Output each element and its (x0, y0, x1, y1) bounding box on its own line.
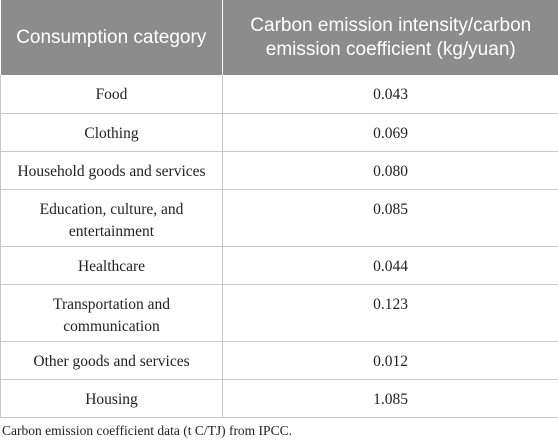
category-cell: Transportation and communication (0, 284, 223, 342)
table-row: Household goods and services 0.080 (0, 151, 558, 190)
header-carbon-emission-intensity: Carbon emission intensity/carbon emissio… (222, 0, 558, 75)
value-cell: 0.012 (222, 341, 558, 380)
data-table-container: Consumption category Carbon emission int… (0, 0, 558, 418)
category-cell: Household goods and services (0, 151, 223, 190)
category-cell: Clothing (0, 113, 223, 152)
value-cell: 0.069 (222, 113, 558, 152)
header-consumption-category: Consumption category (0, 0, 223, 75)
table-row: Other goods and services 0.012 (0, 341, 558, 380)
table-footnote: Carbon emission coefficient data (t C/TJ… (2, 423, 292, 438)
table-header: Consumption category Carbon emission int… (0, 0, 558, 75)
category-cell: Education, culture, and entertainment (0, 189, 223, 247)
value-cell: 0.080 (222, 151, 558, 190)
table-row: Transportation and communication 0.123 (0, 284, 558, 342)
table-row: Education, culture, and entertainment 0.… (0, 189, 558, 247)
table-body: Food 0.043 Clothing 0.069 Household good… (0, 75, 558, 418)
category-cell: Food (0, 75, 223, 114)
value-cell: 0.044 (222, 246, 558, 285)
category-cell: Healthcare (0, 246, 223, 285)
category-cell: Other goods and services (0, 341, 223, 380)
carbon-emission-table: Consumption category Carbon emission int… (0, 0, 558, 418)
table-row: Healthcare 0.044 (0, 246, 558, 285)
value-cell: 0.043 (222, 75, 558, 114)
table-row: Clothing 0.069 (0, 113, 558, 152)
header-row: Consumption category Carbon emission int… (0, 0, 558, 75)
value-cell: 0.123 (222, 284, 558, 342)
category-cell: Housing (0, 379, 223, 418)
value-cell: 0.085 (222, 189, 558, 247)
table-row: Food 0.043 (0, 75, 558, 114)
value-cell: 1.085 (222, 379, 558, 418)
table-row: Housing 1.085 (0, 379, 558, 418)
